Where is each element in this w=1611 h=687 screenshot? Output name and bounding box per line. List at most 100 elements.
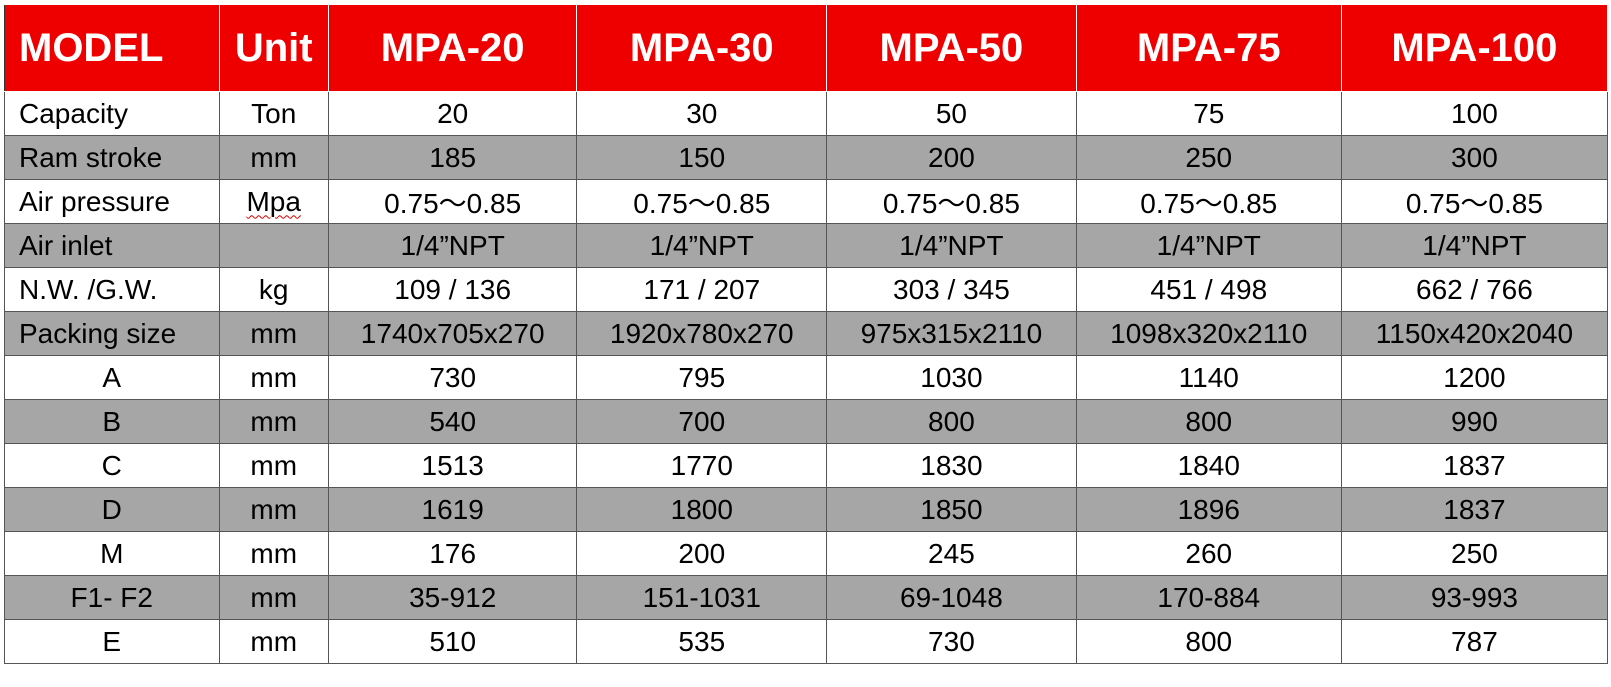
row-value: 730 [327,355,578,400]
row-value: 0.75～0.85 [1340,179,1609,224]
row-value: 1030 [826,355,1077,400]
row-unit: Ton [251,97,297,129]
row-unit: mm [250,625,298,657]
row-unit-cell: mm [218,575,329,620]
row-unit: mm [250,405,298,437]
header-mpa-50: MPA-50 [826,4,1077,92]
header-model: MODEL [4,4,220,92]
row-label: Ram stroke [4,135,220,180]
row-value: 787 [1340,619,1609,664]
row-unit-cell: mm [218,531,329,576]
row-value: 1840 [1075,443,1342,488]
row-value: 1/4”NPT [1340,223,1609,268]
header-mpa-30: MPA-30 [576,4,828,92]
row-value: 1200 [1340,355,1609,400]
row-value: 800 [1075,619,1342,664]
table-header: MODEL Unit MPA-20 MPA-30 MPA-50 MPA-75 M… [4,4,1609,92]
row-label: B [4,399,220,444]
row-value: 1/4”NPT [327,223,578,268]
row-value: 1896 [1075,487,1342,532]
row-unit-cell: mm [218,399,329,444]
row-value: 30 [576,91,828,136]
row-value: 1/4”NPT [826,223,1077,268]
row-unit: mm [250,537,298,569]
row-value: 300 [1340,135,1609,180]
header-mpa-100: MPA-100 [1340,4,1609,92]
row-unit-cell: mm [218,487,329,532]
row-unit: mm [250,317,298,349]
header-mpa-20: MPA-20 [327,4,578,92]
row-value: 800 [1075,399,1342,444]
row-value: 185 [327,135,578,180]
row-unit-cell: mm [218,443,329,488]
row-value: 0.75～0.85 [327,179,578,224]
row-value: 150 [576,135,828,180]
row-value: 303 / 345 [826,267,1077,312]
row-unit-cell: mm [218,619,329,664]
row-value: 1098x320x2110 [1075,311,1342,356]
row-label: Air pressure [4,179,220,224]
row-unit: mm [250,449,298,481]
row-unit: mm [250,581,298,613]
row-value: 50 [826,91,1077,136]
row-value: 109 / 136 [327,267,578,312]
row-value: 1830 [826,443,1077,488]
row-value: 170-884 [1075,575,1342,620]
row-value: 245 [826,531,1077,576]
row-unit: Mpa [246,185,301,217]
row-value: 1770 [576,443,828,488]
row-value: 93-993 [1340,575,1609,620]
row-value: 990 [1340,399,1609,444]
row-unit: mm [250,493,298,525]
row-value: 1513 [327,443,578,488]
spec-table: MODEL Unit MPA-20 MPA-30 MPA-50 MPA-75 M… [4,4,1609,664]
row-label: M [4,531,220,576]
row-value: 20 [327,91,578,136]
row-label: Capacity [4,91,220,136]
row-value: 151-1031 [576,575,828,620]
row-value: 200 [826,135,1077,180]
row-value: 260 [1075,531,1342,576]
row-value: 800 [826,399,1077,444]
row-unit-cell: mm [218,355,329,400]
table-row: N.W. /G.W. kg 109 / 136 171 / 207 303 / 345 4… [4,267,1609,312]
row-value: 0.75～0.85 [1075,179,1342,224]
row-label: C [4,443,220,488]
row-unit-cell: kg [218,267,329,312]
row-value: 1850 [826,487,1077,532]
row-value: 535 [576,619,828,664]
row-value: 0.75～0.85 [826,179,1077,224]
row-unit: mm [250,361,298,393]
row-value: 540 [327,399,578,444]
row-value: 75 [1075,91,1342,136]
row-value: 1/4”NPT [1075,223,1342,268]
row-unit-cell: Mpa [218,179,329,224]
row-value: 250 [1340,531,1609,576]
row-value: 1800 [576,487,828,532]
row-value: 69-1048 [826,575,1077,620]
row-value: 1619 [327,487,578,532]
row-value: 1140 [1075,355,1342,400]
row-value: 975x315x2110 [826,311,1077,356]
row-value: 662 / 766 [1340,267,1609,312]
row-value: 1920x780x270 [576,311,828,356]
row-value: 1837 [1340,487,1609,532]
table-row: Capacity Ton 20 30 50 75 100 [4,91,1609,136]
row-value: 1740x705x270 [327,311,578,356]
header-row: MODEL Unit MPA-20 MPA-30 MPA-50 MPA-75 M… [4,4,1609,92]
row-label: F1- F2 [4,575,220,620]
row-value: 0.75～0.85 [576,179,828,224]
row-value: 1837 [1340,443,1609,488]
row-value: 795 [576,355,828,400]
row-value: 200 [576,531,828,576]
header-mpa-75: MPA-75 [1075,4,1342,92]
row-unit: mm [250,141,298,173]
row-value: 250 [1075,135,1342,180]
row-value: 171 / 207 [576,267,828,312]
